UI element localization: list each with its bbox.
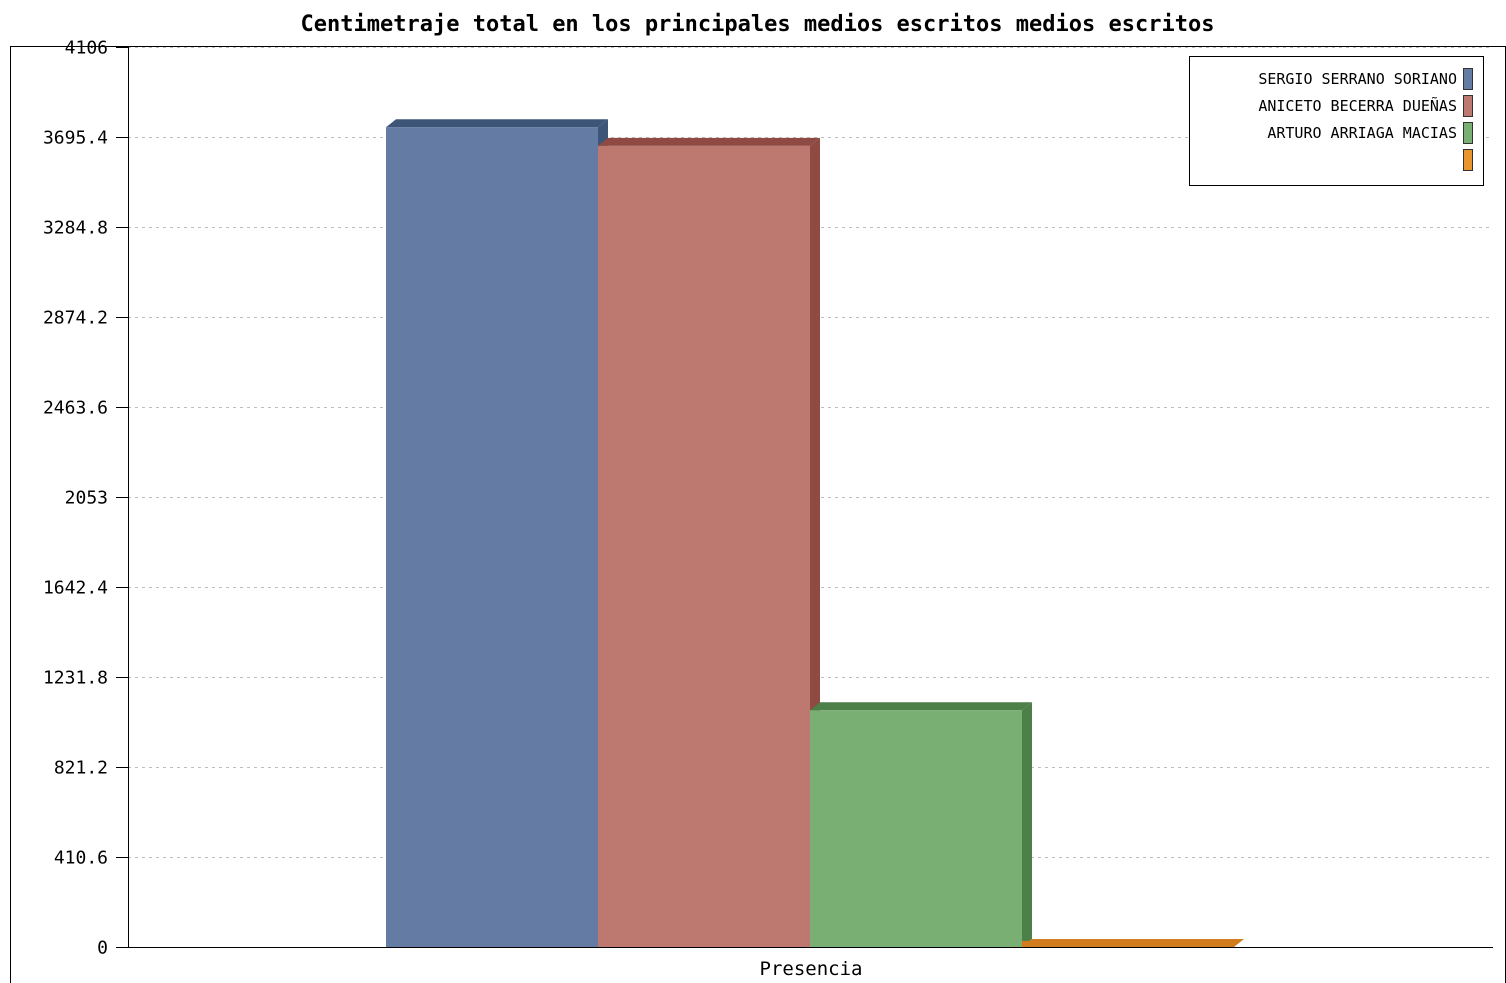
bar-series-4 <box>1022 941 1234 947</box>
bar-sergio-serrano-soriano-top <box>386 119 608 128</box>
legend-swatch <box>1463 68 1473 90</box>
bar-sergio-serrano-soriano <box>386 127 598 947</box>
legend-swatch <box>1463 149 1473 171</box>
y-tick-label: 3695.4 <box>43 128 108 149</box>
y-tick-label: 410.6 <box>54 848 108 869</box>
bar-arturo-arriaga-macias-side <box>1022 702 1032 947</box>
y-tick-label: 1642.4 <box>43 578 108 599</box>
y-tick-label: 4106 <box>65 38 108 59</box>
legend-item: ARTURO ARRIAGA MACIAS <box>1267 122 1473 144</box>
chart-legend: SERGIO SERRANO SORIANO ANICETO BECERRA DU… <box>1189 56 1484 186</box>
y-tick-label: 2874.2 <box>43 308 108 329</box>
y-tick-label: 0 <box>97 938 108 959</box>
legend-item: ANICETO BECERRA DUEÑAS <box>1258 95 1473 117</box>
bar-arturo-arriaga-macias-top <box>810 702 1032 711</box>
legend-swatch <box>1463 122 1473 144</box>
legend-label: ANICETO BECERRA DUEÑAS <box>1258 97 1457 115</box>
y-tick-label: 3284.8 <box>43 218 108 239</box>
legend-label: ARTURO ARRIAGA MACIAS <box>1267 124 1457 142</box>
legend-swatch <box>1463 95 1473 117</box>
y-tick-label: 2463.6 <box>43 398 108 419</box>
chart-title: Centimetraje total en los principales me… <box>300 12 1215 37</box>
y-tick-label: 1231.8 <box>43 668 108 689</box>
bar-arturo-arriaga-macias <box>810 710 1022 947</box>
legend-item <box>1457 149 1473 171</box>
y-tick-label: 2053 <box>65 488 108 509</box>
y-tick-label: 821.2 <box>54 758 108 779</box>
legend-label: SERGIO SERRANO SORIANO <box>1258 70 1457 88</box>
bar-aniceto-becerra-due-as-top <box>598 137 820 146</box>
x-category-label: Presencia <box>760 958 863 980</box>
bar-aniceto-becerra-due-as <box>598 145 810 947</box>
legend-item: SERGIO SERRANO SORIANO <box>1258 68 1473 90</box>
